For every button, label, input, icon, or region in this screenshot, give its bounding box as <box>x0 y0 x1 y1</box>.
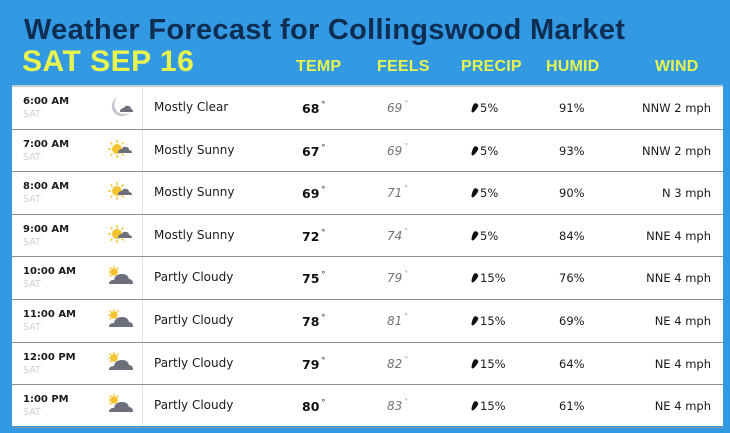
hour-label: 1:00 PM <box>23 394 69 406</box>
column-header-precip: PRECIP <box>461 58 522 75</box>
table-row-3: 9:00 AM SAT Mostly Sunny 72 ° 74 ° 5% 84% … <box>12 215 723 258</box>
condition-label: Partly Cloudy <box>154 355 234 370</box>
precipitation-value: 15% <box>469 314 506 328</box>
day-label: SAT <box>23 407 41 419</box>
wind-value: NE 4 mph <box>654 356 711 371</box>
humidity-value: 69% <box>559 314 585 328</box>
raindrop-icon <box>469 187 480 199</box>
table-row-1: 7:00 AM SAT Mostly Sunny 67 ° 69 ° 5% 93% … <box>12 130 723 173</box>
precipitation-value: 5% <box>469 101 498 115</box>
hour-label: 8:00 AM <box>23 181 70 193</box>
raindrop-icon <box>469 358 480 370</box>
partly-cloudy-icon <box>106 307 134 333</box>
temperature-value: 75 ° <box>302 270 326 287</box>
day-label: SAT <box>23 364 41 376</box>
feels-like-value: 69 ° <box>387 141 409 158</box>
condition-label: Mostly Sunny <box>154 227 235 242</box>
table-row-5: 11:00 AM SAT Partly Cloudy 78 ° 81 ° 15% 6… <box>12 300 723 343</box>
raindrop-icon <box>469 102 480 114</box>
humidity-value: 64% <box>559 356 585 371</box>
day-label: SAT <box>23 151 41 163</box>
sun-cloud-icon <box>106 222 134 248</box>
wind-value: NE 4 mph <box>654 399 711 414</box>
day-label: SAT <box>23 236 41 248</box>
temperature-value: 79 ° <box>302 355 326 372</box>
forecast-date: SAT SEP 16 <box>22 45 195 78</box>
temperature-value: 69 ° <box>302 185 326 202</box>
hour-label: 11:00 AM <box>23 309 77 320</box>
feels-like-value: 69 ° <box>387 99 409 115</box>
humidity-value: 84% <box>559 228 585 243</box>
condition-label: Partly Cloudy <box>154 398 234 413</box>
column-header-humid: HUMID <box>546 58 600 75</box>
wind-value: N 3 mph <box>661 186 711 201</box>
column-header-temp: TEMP <box>296 58 342 75</box>
condition-label: Mostly Sunny <box>154 185 235 200</box>
table-row-6: 12:00 PM SAT Partly Cloudy 79 ° 82 ° 15% 6… <box>12 343 723 386</box>
hour-label: 7:00 AM <box>23 138 70 150</box>
forecast-table: 6:00 AM SAT Mostly Clear 68 ° 69 ° 5% 91% … <box>12 85 723 428</box>
feels-like-value: 83 ° <box>387 397 409 414</box>
temperature-value: 78 ° <box>302 313 326 329</box>
hour-label: 6:00 AM <box>23 96 70 107</box>
table-row-0: 6:00 AM SAT Mostly Clear 68 ° 69 ° 5% 91% … <box>12 87 723 130</box>
wind-value: NE 4 mph <box>654 314 711 328</box>
table-row-7: 1:00 PM SAT Partly Cloudy 80 ° 83 ° 15% 61… <box>12 385 723 428</box>
raindrop-icon <box>469 315 480 327</box>
day-label: SAT <box>23 322 41 333</box>
condition-label: Mostly Sunny <box>154 142 235 157</box>
sun-cloud-icon <box>106 179 134 205</box>
humidity-value: 61% <box>559 399 585 414</box>
condition-label: Partly Cloudy <box>154 270 234 285</box>
wind-value: NNE 4 mph <box>646 271 711 286</box>
feels-like-value: 74 ° <box>387 226 409 243</box>
column-header-feels: FEELS <box>377 58 430 75</box>
wind-value: NNW 2 mph <box>642 143 711 158</box>
column-header-wind: WIND <box>655 58 699 75</box>
partly-cloudy-icon <box>106 264 134 290</box>
raindrop-icon <box>469 145 480 157</box>
precipitation-value: 5% <box>469 229 498 243</box>
precipitation-value: 5% <box>469 144 498 158</box>
humidity-value: 93% <box>559 143 585 158</box>
feels-like-value: 81 ° <box>387 312 409 328</box>
precipitation-value: 5% <box>469 186 498 200</box>
humidity-value: 90% <box>559 186 585 201</box>
precipitation-value: 15% <box>469 271 506 285</box>
temperature-value: 80 ° <box>302 398 326 415</box>
condition-label: Partly Cloudy <box>154 313 234 327</box>
humidity-value: 91% <box>559 101 585 115</box>
precipitation-value: 15% <box>469 399 506 413</box>
sun-cloud-icon <box>106 137 134 163</box>
hour-label: 12:00 PM <box>23 351 76 363</box>
partly-cloudy-icon <box>106 392 134 418</box>
day-label: SAT <box>23 194 41 206</box>
wind-value: NNW 2 mph <box>642 101 711 115</box>
table-row-4: 10:00 AM SAT Partly Cloudy 75 ° 79 ° 15% 7… <box>12 257 723 300</box>
hour-label: 10:00 AM <box>23 266 77 278</box>
precipitation-value: 15% <box>469 357 506 371</box>
page-title: Weather Forecast for Collingswood Market <box>24 14 626 46</box>
table-row-2: 8:00 AM SAT Mostly Sunny 69 ° 71 ° 5% 90% … <box>12 172 723 215</box>
wind-value: NNE 4 mph <box>646 228 711 243</box>
day-label: SAT <box>23 109 41 120</box>
feels-like-value: 82 ° <box>387 354 409 371</box>
day-label: SAT <box>23 279 41 291</box>
temperature-value: 67 ° <box>302 142 326 159</box>
temperature-value: 72 ° <box>302 227 326 244</box>
raindrop-icon <box>469 272 480 284</box>
partly-cloudy-icon <box>106 350 134 376</box>
temperature-value: 68 ° <box>302 100 326 116</box>
feels-like-value: 71 ° <box>387 184 409 201</box>
feels-like-value: 79 ° <box>387 269 409 286</box>
condition-label: Mostly Clear <box>154 100 229 114</box>
humidity-value: 76% <box>559 271 585 286</box>
raindrop-icon <box>469 400 480 412</box>
raindrop-icon <box>469 230 480 242</box>
hour-label: 9:00 AM <box>23 223 70 235</box>
moon-cloud-icon <box>106 94 134 120</box>
